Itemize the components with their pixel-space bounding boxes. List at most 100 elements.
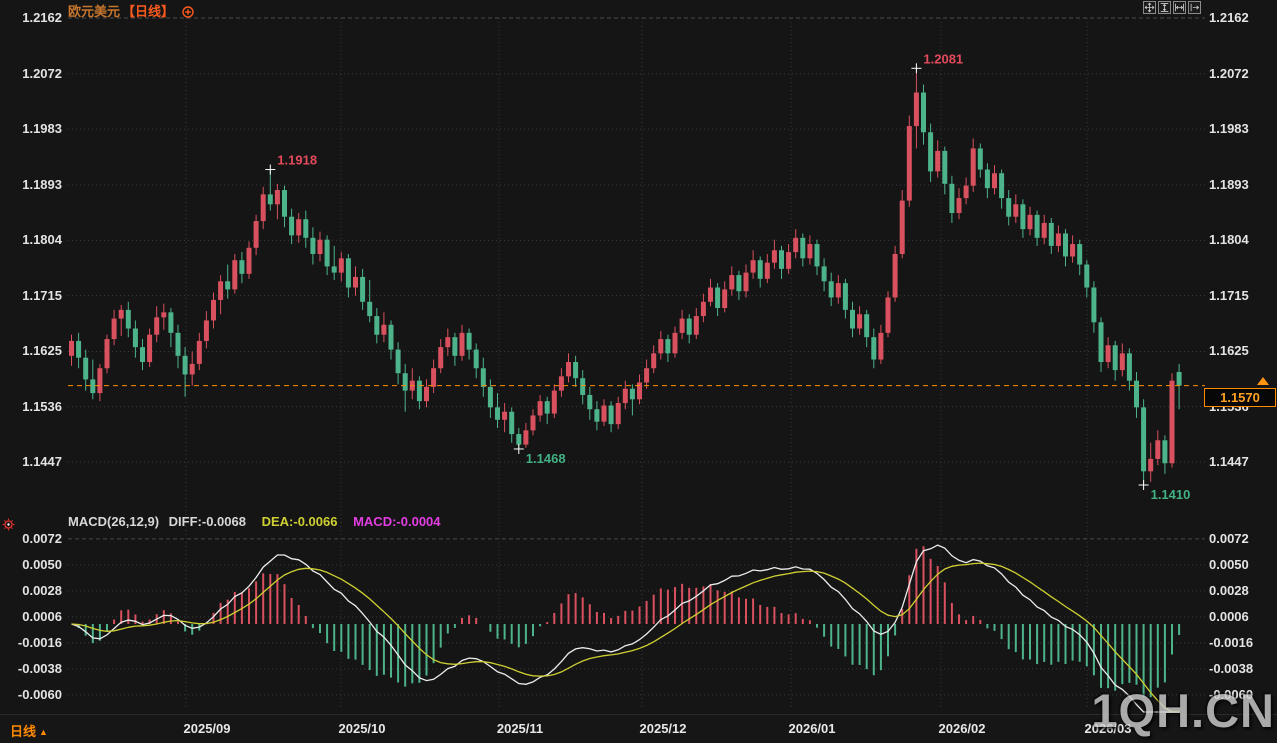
candle-body[interactable] [104,339,110,369]
candle-body[interactable] [615,403,621,425]
candle-body[interactable] [1155,440,1161,459]
candle-body[interactable] [345,258,351,288]
candle-body[interactable] [800,237,806,259]
candle-body[interactable] [551,390,557,414]
candle-body[interactable] [495,407,500,420]
candle-body[interactable] [608,405,614,425]
candle-body[interactable] [1041,222,1047,238]
candle-body[interactable] [360,276,366,302]
candle-body[interactable] [97,368,103,394]
candle-body[interactable] [76,340,82,358]
candle-body[interactable] [253,221,259,248]
candle-body[interactable] [381,324,387,335]
candle-body[interactable] [949,183,955,213]
candle-body[interactable] [686,318,692,335]
candle-body[interactable] [622,388,628,404]
candle-body[interactable] [736,275,742,292]
candle-body[interactable] [871,337,877,360]
candle-body[interactable] [424,386,429,402]
candle-body[interactable] [807,244,813,259]
candle-body[interactable] [289,216,295,236]
candle-body[interactable] [637,382,642,400]
candle-body[interactable] [388,324,394,350]
candle-body[interactable] [90,379,96,394]
candle-body[interactable] [537,401,543,416]
candle-body[interactable] [1169,380,1175,464]
candle-body[interactable] [850,309,855,329]
candle-body[interactable] [771,250,777,263]
candle-body[interactable] [83,357,89,380]
candle-body[interactable] [168,312,174,333]
candle-body[interactable] [906,126,912,201]
candle-body[interactable] [246,247,252,274]
candle-body[interactable] [118,309,124,319]
candle-body[interactable] [1084,264,1090,288]
candle-body[interactable] [857,314,863,329]
macd-settings-icon[interactable] [2,518,15,536]
candle-body[interactable] [452,337,458,356]
candle-body[interactable] [353,276,358,288]
candle-body[interactable] [992,173,997,189]
candle-body[interactable] [970,148,976,186]
candle-body[interactable] [999,173,1005,199]
candle-body[interactable] [416,380,422,402]
candle-body[interactable] [225,281,231,290]
candle-body[interactable] [715,287,721,309]
candle-body[interactable] [189,363,195,375]
candle-body[interactable] [175,332,181,356]
candle-body[interactable] [132,328,138,348]
candle-body[interactable] [487,386,493,408]
candle-body[interactable] [509,411,515,435]
candle-body[interactable] [232,260,238,290]
candle-body[interactable] [573,362,579,379]
candle-body[interactable] [644,368,650,383]
candle-body[interactable] [1098,322,1104,363]
candle-body[interactable] [211,299,216,321]
candle-body[interactable] [892,253,898,298]
candle-body[interactable] [921,92,926,133]
candle-body[interactable] [338,258,344,273]
candle-body[interactable] [899,200,905,254]
candle-body[interactable] [438,347,444,369]
candle-body[interactable] [374,316,380,335]
candle-body[interactable] [367,301,373,317]
candle-body[interactable] [1027,214,1033,230]
candle-body[interactable] [203,320,209,341]
candle-body[interactable] [935,150,941,172]
candle-body[interactable] [1112,345,1118,371]
candle-body[interactable] [1013,204,1019,217]
candle-body[interactable] [324,239,330,267]
candle-body[interactable] [757,260,763,279]
candle-body[interactable] [842,283,848,310]
candle-body[interactable] [779,250,784,269]
candle-body[interactable] [942,150,948,184]
candle-body[interactable] [282,190,287,217]
crosshair-move-icon[interactable] [1143,1,1156,14]
candle-body[interactable] [1077,244,1083,265]
candle-body[interactable] [1055,233,1061,246]
candle-body[interactable] [672,332,678,354]
candle-body[interactable] [878,332,884,360]
candle-body[interactable] [679,318,685,333]
candle-body[interactable] [814,244,820,267]
candle-body[interactable] [1091,287,1097,323]
candle-body[interactable] [274,190,280,205]
candle-body[interactable] [296,219,302,236]
candle-body[interactable] [154,317,160,335]
candle-body[interactable] [1134,380,1139,408]
candle-body[interactable] [885,297,891,333]
candle-body[interactable] [161,312,167,318]
candle-body[interactable] [69,340,74,356]
candle-body[interactable] [310,237,316,254]
candle-body[interactable] [658,339,664,354]
candle-body[interactable] [317,239,323,254]
candle-body[interactable] [835,283,841,298]
candle-body[interactable] [722,289,728,309]
candle-body[interactable] [1070,244,1076,257]
candle-body[interactable] [473,349,479,369]
candle-body[interactable] [1141,407,1147,472]
candle-body[interactable] [182,355,188,375]
candle-body[interactable] [395,349,401,374]
candle-body[interactable] [1063,233,1068,257]
candle-body[interactable] [1034,214,1040,238]
